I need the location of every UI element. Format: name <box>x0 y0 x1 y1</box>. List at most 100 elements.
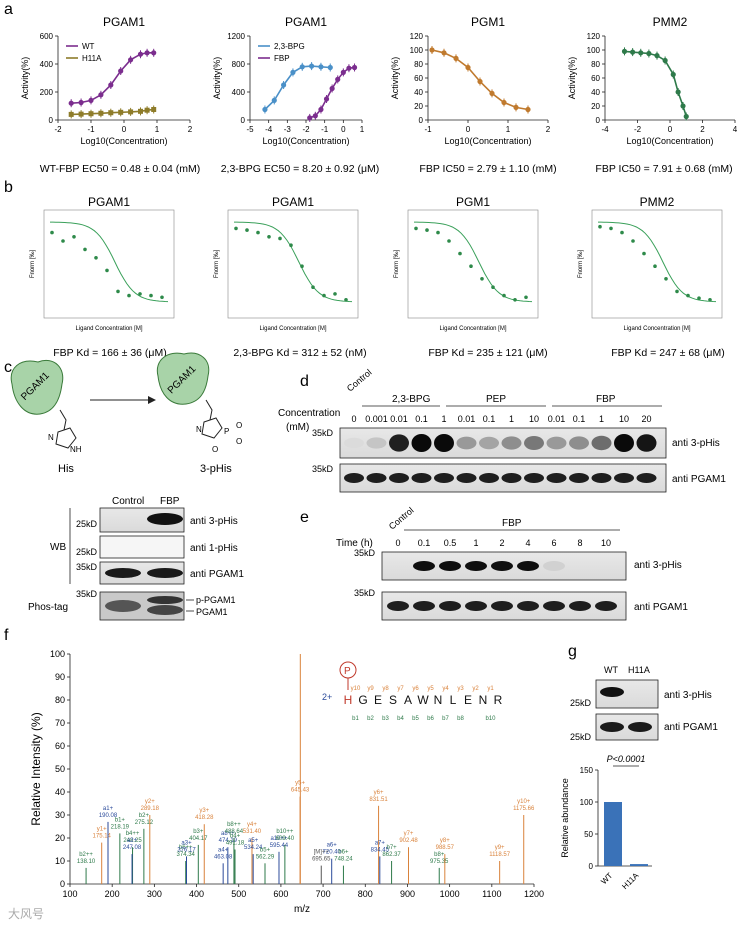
a1-legend-label: H11A <box>82 54 102 63</box>
f-y-ion: y10 <box>351 686 361 692</box>
n-atom-label: N <box>48 433 54 442</box>
b3-point <box>480 277 484 281</box>
a3-ytick-label: 100 <box>410 46 424 55</box>
f-xtick-label: 100 <box>62 889 77 899</box>
d-band-pgam1 <box>344 473 364 483</box>
band-phostag-control <box>105 600 141 612</box>
a3-point <box>513 104 519 110</box>
b2-frame <box>227 209 359 319</box>
b1-point <box>50 230 54 235</box>
panel-label-c: c <box>4 359 12 376</box>
b4-title: PMM2 <box>640 195 675 209</box>
e-band-pgam1 <box>491 601 513 611</box>
e-band-pgam1 <box>439 601 461 611</box>
d-conc-label: Concentration <box>278 408 340 419</box>
f-xtick-label: 500 <box>231 889 246 899</box>
e-band-3phis <box>517 561 539 571</box>
b4-point <box>708 298 712 302</box>
f-xtick-label: 600 <box>273 889 288 899</box>
d-band-pgam1 <box>456 473 477 483</box>
a4-xtick-label: 2 <box>700 125 705 134</box>
a1-point <box>137 51 144 57</box>
a3-point <box>477 78 483 85</box>
e-band-pgam1 <box>387 601 409 611</box>
d-conc-label: 10 <box>619 414 629 424</box>
b4-frame <box>591 209 723 319</box>
f-peak-label: y1+ 175.14 <box>93 827 112 840</box>
b4-point <box>653 264 657 269</box>
a1-point <box>128 57 134 63</box>
a1-point <box>118 109 124 115</box>
f-b-ion: b10 <box>485 716 496 722</box>
d-group-3: FBP <box>596 394 616 405</box>
a1-series-line-1 <box>71 108 154 116</box>
a1-point <box>144 107 150 113</box>
b2-title: PGAM1 <box>272 195 314 209</box>
phis-bond <box>205 399 213 421</box>
d-band-3phis <box>546 436 567 450</box>
a2-point <box>323 96 330 102</box>
f-residue: A <box>404 693 412 707</box>
f-peak-label: a6+ 720.40 <box>323 843 342 856</box>
a1-xtick-label: 0 <box>122 125 127 134</box>
b2-point <box>289 243 293 247</box>
phos-band-label-2: PGAM1 <box>196 607 228 617</box>
b2-point <box>267 235 271 239</box>
b1-point <box>83 247 87 252</box>
f-peak-label: y2+ 289.18 <box>141 799 160 812</box>
d-band-pgam1 <box>546 473 567 483</box>
p-atom-label: P <box>224 427 229 436</box>
a3-ylabel: Activity(%) <box>390 57 400 100</box>
f-y-ion: y1 <box>487 686 494 692</box>
b2-point <box>311 285 315 290</box>
a3-ytick-label: 120 <box>410 32 424 41</box>
a1-point <box>78 111 84 117</box>
g-band-pgam1-wt <box>600 722 624 732</box>
g-row-pgam1: anti PGAM1 <box>664 722 718 733</box>
a3-xtick-label: 0 <box>466 125 471 134</box>
a4-series-line-0 <box>624 50 688 117</box>
f-peak-label: b3+ 404.17 <box>189 829 208 842</box>
a3-ytick-label: 20 <box>414 102 423 111</box>
a2-point <box>351 64 358 71</box>
panel-g-chart: 0 50 100 150 Relative abundance WT H11A P<0.000… <box>560 754 652 891</box>
b2-point <box>256 230 260 235</box>
f-peak-label: y7+ 902.48 <box>399 831 418 844</box>
b2-point <box>300 264 304 269</box>
d-band-pgam1 <box>614 473 634 483</box>
a2-legend-label: 2,3-BPG <box>274 42 305 51</box>
b3-point <box>513 298 517 302</box>
a2-caption: 2,3-BPG EC50 = 8.20 ± 0.92 (μM) <box>221 163 380 175</box>
a2-point <box>309 63 315 69</box>
a4-point <box>670 71 676 78</box>
d-band-pgam1 <box>389 473 409 483</box>
mw-c-3: 35kD <box>76 562 98 572</box>
b1-title: PGAM1 <box>88 195 130 209</box>
wb-label: WB <box>50 542 66 553</box>
d-band-3phis <box>569 436 589 450</box>
b1-point <box>149 293 153 298</box>
f-residue: G <box>358 693 367 707</box>
panel-label-d: d <box>300 373 309 390</box>
d-band-3phis <box>434 434 454 452</box>
mw-c-4: 35kD <box>76 589 98 599</box>
o-atom-label-3: O <box>212 445 218 454</box>
f-y-ion: y2 <box>472 686 479 692</box>
f-peak-label: b1+ 218.19 <box>111 817 130 830</box>
a3-point <box>525 106 531 113</box>
f-ytick-label: 0 <box>60 879 65 889</box>
d-band-3phis <box>614 434 634 452</box>
f-ytick-label: 60 <box>55 741 65 751</box>
a1-point <box>68 111 74 117</box>
d-mw-1: 35kD <box>312 428 334 438</box>
g-bar <box>630 864 648 866</box>
f-y-ion: y8 <box>382 686 389 692</box>
b1-point <box>72 235 76 239</box>
arrow-head-icon <box>148 396 156 404</box>
b2-point <box>234 226 238 231</box>
b2-xlabel: Ligand Concentration [M] <box>259 326 326 332</box>
g-category-label: WT <box>599 871 614 886</box>
b3-title: PGM1 <box>456 195 490 209</box>
